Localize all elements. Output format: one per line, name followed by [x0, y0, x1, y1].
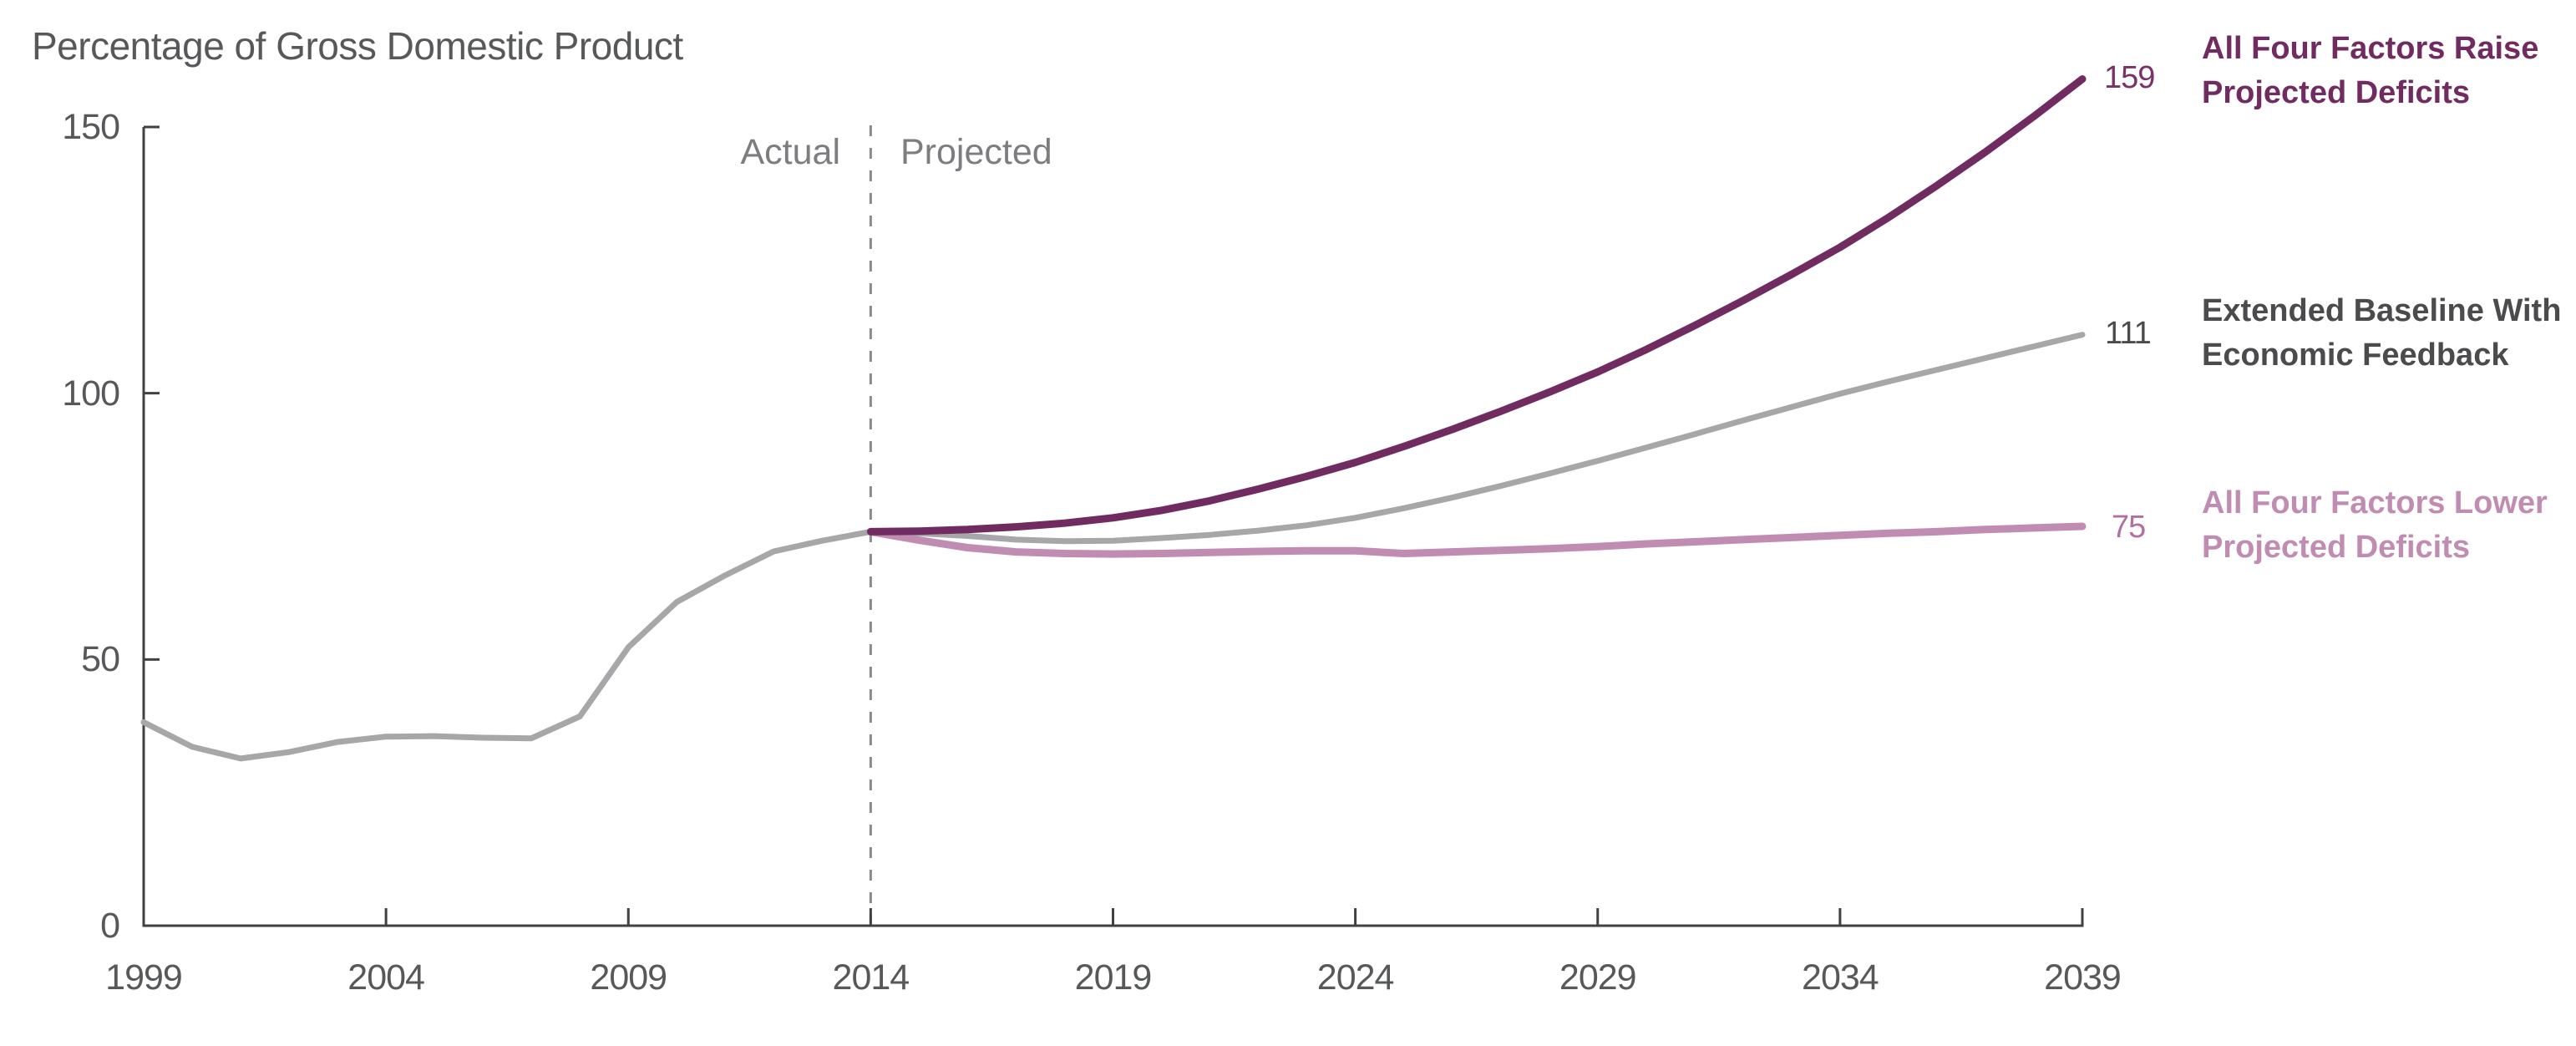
series-line-baseline [140, 332, 2086, 762]
end-value-lower: 75 [2112, 510, 2146, 545]
legend-item-raise: All Four Factors Raise Projected Deficit… [2202, 31, 2539, 110]
x-tick-label-2034: 2034 [1802, 957, 1879, 998]
chart-title: Percentage of Gross Domestic Product [32, 24, 683, 68]
legend-item-lower: All Four Factors Lower Projected Deficit… [2202, 485, 2548, 565]
x-tick-label-2029: 2029 [1559, 957, 1637, 998]
x-tick-label-2039: 2039 [2044, 957, 2122, 998]
end-value-baseline: 111 [2105, 316, 2152, 351]
x-tick-label-1999: 1999 [105, 957, 183, 998]
actual-region-label: Actual [740, 132, 840, 172]
y-tick-label-50: 50 [81, 639, 120, 680]
x-tick-label-2014: 2014 [832, 957, 910, 998]
series-line-lower [866, 522, 2087, 558]
x-tick-label-2019: 2019 [1074, 957, 1153, 998]
x-tick-label-2009: 2009 [590, 957, 667, 998]
projected-region-label: Projected [900, 132, 1052, 172]
y-tick-label-100: 100 [62, 373, 120, 414]
y-tick-label-150: 150 [62, 107, 120, 147]
x-tick-label-2004: 2004 [347, 957, 425, 998]
legend-item-baseline: Extended Baseline With Economic Feedback [2202, 293, 2562, 373]
end-value-raise: 159 [2104, 60, 2155, 95]
y-tick-label-0: 0 [100, 906, 120, 946]
series-line-raise [866, 75, 2087, 536]
x-tick-label-2024: 2024 [1316, 957, 1395, 998]
